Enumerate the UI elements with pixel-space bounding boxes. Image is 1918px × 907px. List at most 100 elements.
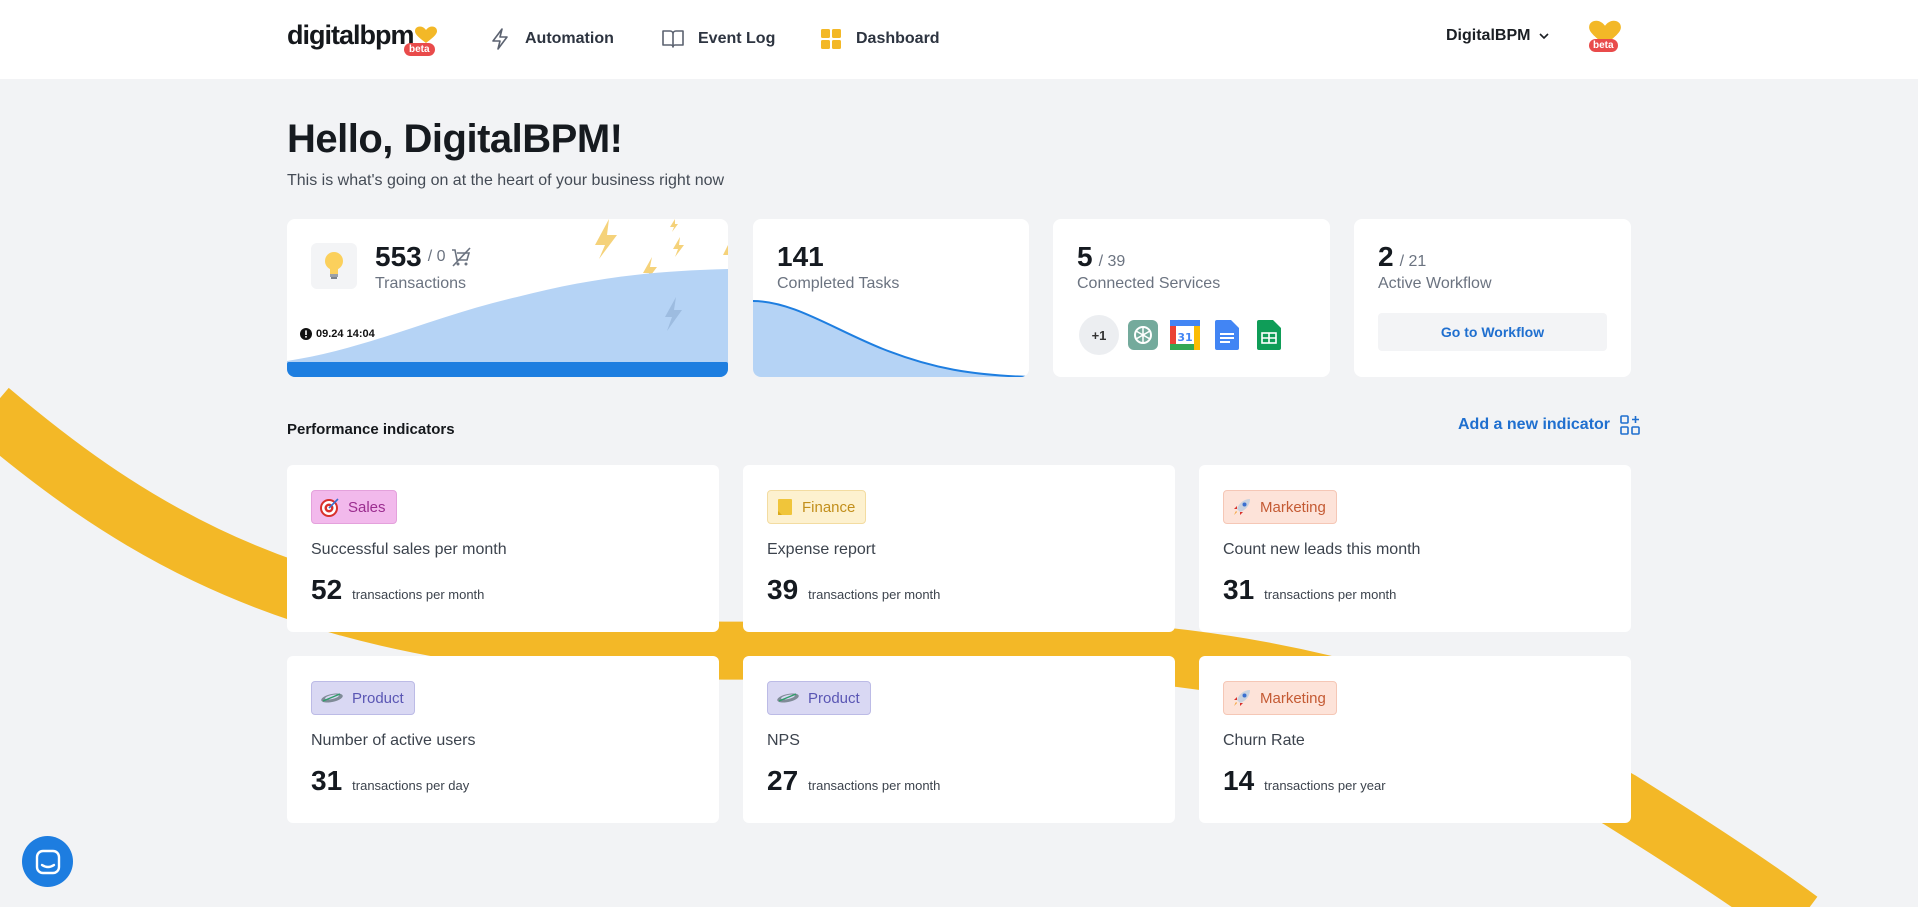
transactions-label: Transactions <box>375 275 466 292</box>
workflow-total: / 21 <box>1399 253 1427 270</box>
indicator-title: Count new leads this month <box>1223 541 1421 558</box>
heart-icon <box>415 26 437 43</box>
indicator-number: 14 <box>1223 765 1255 796</box>
indicator-card[interactable]: Sales Successful sales per month 52 tran… <box>287 465 719 632</box>
tag-sales: Sales <box>311 490 397 524</box>
tag-label: Product <box>808 689 860 707</box>
connected-services-card[interactable]: 5 / 39 Connected Services +1 31 <box>1053 219 1330 377</box>
go-to-workflow-button[interactable]: Go to Workflow <box>1378 313 1607 351</box>
flying-disc-icon <box>777 693 799 703</box>
grid-icon <box>818 26 844 52</box>
top-navigation-bar: digitalbpm beta Automation Event Log Das… <box>0 0 1918 79</box>
tag-finance: Finance <box>767 490 867 524</box>
add-indicator-button[interactable]: Add a new indicator <box>1458 415 1640 435</box>
tag-label: Product <box>352 689 404 707</box>
indicator-unit: transactions per year <box>1264 778 1386 793</box>
indicator-value: 27 transactions per month <box>767 765 940 797</box>
completed-tasks-card[interactable]: 141 Completed Tasks <box>753 219 1029 377</box>
tag-label: Marketing <box>1260 498 1326 516</box>
workflow-label: Active Workflow <box>1378 275 1492 292</box>
add-widget-icon <box>1620 415 1640 435</box>
indicator-card[interactable]: Finance Expense report 39 transactions p… <box>743 465 1175 632</box>
services-label: Connected Services <box>1077 275 1221 292</box>
heart-avatar-icon <box>1589 20 1621 45</box>
account-menu[interactable]: DigitalBPM <box>1446 27 1550 45</box>
nav-automation-label: Automation <box>525 30 614 47</box>
chevron-down-icon <box>1539 33 1550 40</box>
digitalbpm-logo[interactable]: digitalbpm beta <box>287 20 437 56</box>
indicator-card[interactable]: Marketing Churn Rate 14 transactions per… <box>1199 656 1631 823</box>
indicator-title: Successful sales per month <box>311 541 507 558</box>
tag-label: Marketing <box>1260 689 1326 707</box>
indicator-number: 31 <box>311 765 343 796</box>
nav-dashboard[interactable]: Dashboard <box>818 24 940 54</box>
services-value: 5 <box>1077 241 1093 272</box>
services-icon-list: +1 31 <box>1079 315 1287 355</box>
chat-widget-button[interactable] <box>22 836 73 887</box>
openai-icon[interactable] <box>1125 317 1161 353</box>
nav-dashboard-label: Dashboard <box>856 30 940 47</box>
page-subtitle: This is what's going on at the heart of … <box>287 172 725 189</box>
indicator-unit: transactions per month <box>808 778 941 793</box>
tasks-chart <box>753 300 1029 377</box>
transactions-chart <box>287 219 728 377</box>
lightbulb-icon <box>325 252 343 279</box>
indicator-card[interactable]: Marketing Count new leads this month 31 … <box>1199 465 1631 632</box>
more-services-badge[interactable]: +1 <box>1079 315 1119 355</box>
tag-product: Product <box>767 681 871 715</box>
tasks-summary: 141 Completed Tasks <box>777 241 899 293</box>
add-indicator-label: Add a new indicator <box>1458 416 1611 433</box>
tag-label: Finance <box>802 498 856 516</box>
flying-disc-icon <box>321 693 343 703</box>
tasks-value: 141 <box>777 241 824 272</box>
beta-badge: beta <box>404 43 435 56</box>
workflow-value: 2 <box>1378 241 1394 272</box>
indicator-unit: transactions per month <box>808 587 941 602</box>
indicator-card[interactable]: Product NPS 27 transactions per month <box>743 656 1175 823</box>
performance-section-title: Performance indicators <box>287 421 455 438</box>
indicator-unit: transactions per day <box>352 778 470 793</box>
indicator-number: 27 <box>767 765 799 796</box>
indicator-card[interactable]: Product Number of active users 31 transa… <box>287 656 719 823</box>
indicator-number: 39 <box>767 574 799 605</box>
account-name: DigitalBPM <box>1446 27 1531 44</box>
tasks-label: Completed Tasks <box>777 275 900 292</box>
avatar[interactable]: beta <box>1587 20 1623 54</box>
services-total: / 39 <box>1098 253 1126 270</box>
indicator-value: 31 transactions per month <box>1223 574 1396 606</box>
transactions-timestamp: 09.24 14:04 <box>300 328 375 340</box>
google-sheets-icon[interactable] <box>1251 317 1287 353</box>
tag-product: Product <box>311 681 415 715</box>
workflow-summary: 2 / 21 Active Workflow <box>1378 241 1492 293</box>
lightning-icon <box>487 26 513 52</box>
indicator-value: 14 transactions per year <box>1223 765 1386 797</box>
google-docs-icon[interactable] <box>1209 317 1245 353</box>
transactions-value: 553 <box>375 241 422 272</box>
tag-label: Sales <box>348 498 386 516</box>
transactions-card[interactable]: 553 / 0 Transactions 09.24 14:04 <box>287 219 728 377</box>
tag-marketing: Marketing <box>1223 681 1337 715</box>
logo-text: digitalbpm <box>287 20 414 50</box>
notepad-icon <box>778 499 792 515</box>
transactions-total: / 0 <box>427 248 446 265</box>
indicator-number: 52 <box>311 574 343 605</box>
google-calendar-icon[interactable]: 31 <box>1167 317 1203 353</box>
indicator-title: Expense report <box>767 541 876 558</box>
svg-text:31: 31 <box>1177 331 1192 344</box>
target-icon <box>320 498 339 517</box>
indicator-value: 39 transactions per month <box>767 574 940 606</box>
rocket-icon <box>1234 499 1250 515</box>
transactions-timestamp-text: 09.24 14:04 <box>316 328 375 340</box>
book-icon <box>660 26 686 52</box>
tag-marketing: Marketing <box>1223 490 1337 524</box>
nav-event-log-label: Event Log <box>698 30 776 47</box>
indicator-number: 31 <box>1223 574 1255 605</box>
services-summary: 5 / 39 Connected Services <box>1077 241 1220 293</box>
cart-off-icon <box>451 247 471 267</box>
transactions-summary: 553 / 0 Transactions <box>375 241 472 293</box>
info-icon <box>300 328 312 340</box>
active-workflow-card[interactable]: 2 / 21 Active Workflow Go to Workflow <box>1354 219 1631 377</box>
chat-icon <box>35 849 60 874</box>
nav-automation[interactable]: Automation <box>487 24 614 54</box>
nav-event-log[interactable]: Event Log <box>660 24 775 54</box>
